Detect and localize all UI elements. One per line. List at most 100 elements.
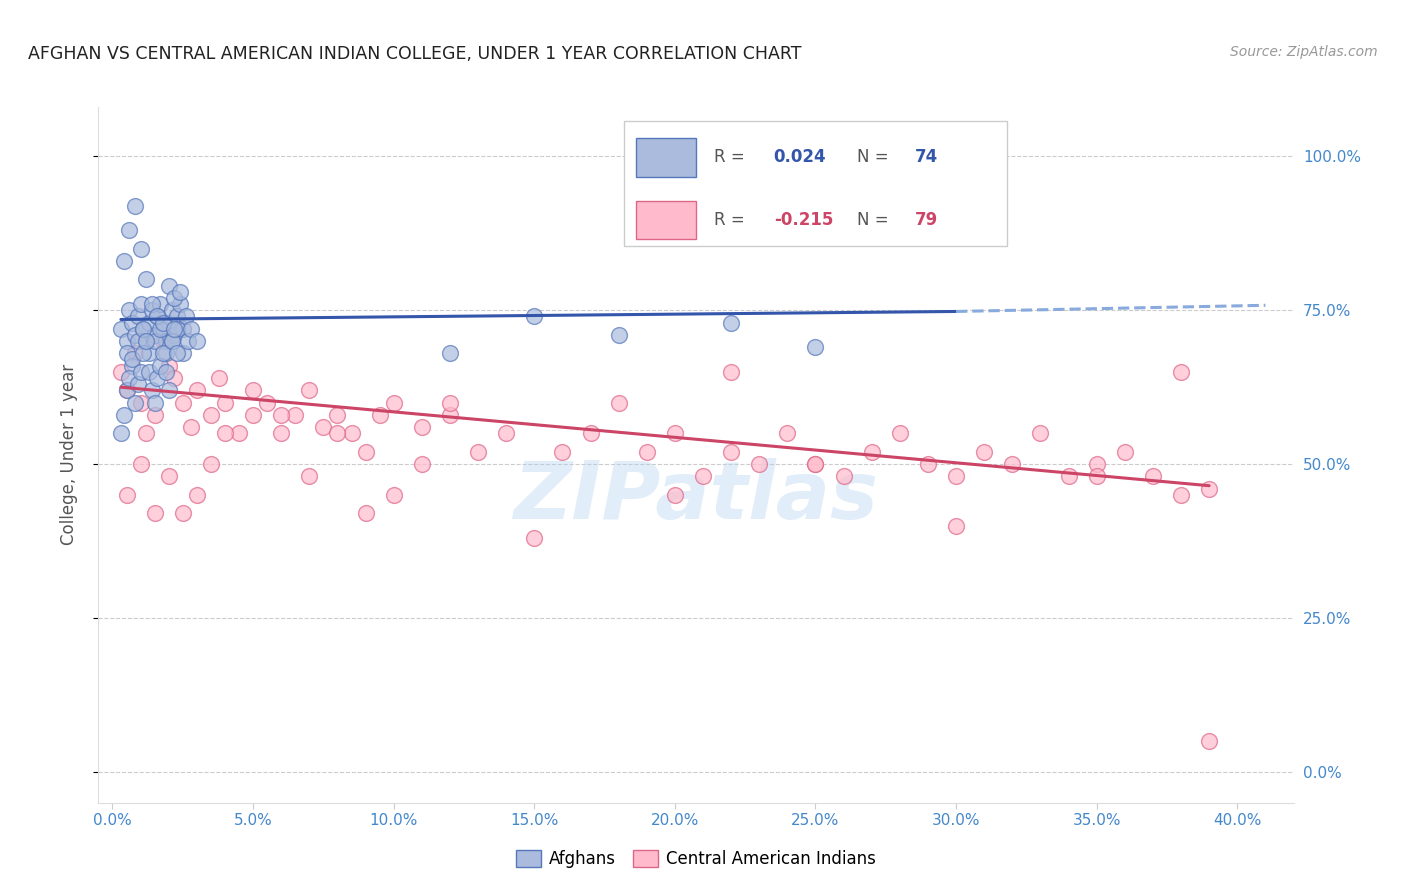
Point — [127, 377, 149, 392]
Point — [523, 531, 546, 545]
Point — [256, 395, 278, 409]
Point — [1114, 445, 1136, 459]
Point — [110, 365, 132, 379]
Point — [160, 334, 183, 348]
Point — [152, 316, 174, 330]
Text: 74: 74 — [915, 148, 938, 166]
Point — [1057, 469, 1080, 483]
Point — [129, 395, 152, 409]
Point — [124, 395, 146, 409]
Point — [138, 316, 160, 330]
Point — [129, 297, 152, 311]
Point — [186, 488, 208, 502]
Point — [118, 371, 141, 385]
Point — [127, 310, 149, 324]
Point — [804, 340, 827, 354]
Point — [832, 469, 855, 483]
Point — [382, 488, 405, 502]
Point — [152, 334, 174, 348]
Text: 79: 79 — [915, 211, 938, 229]
Point — [804, 457, 827, 471]
Point — [157, 316, 180, 330]
Point — [340, 426, 363, 441]
Point — [132, 321, 155, 335]
Text: AFGHAN VS CENTRAL AMERICAN INDIAN COLLEGE, UNDER 1 YEAR CORRELATION CHART: AFGHAN VS CENTRAL AMERICAN INDIAN COLLEG… — [28, 45, 801, 62]
Point — [143, 395, 166, 409]
Point — [118, 303, 141, 318]
Point — [298, 384, 321, 398]
Text: 0.024: 0.024 — [773, 148, 827, 166]
Point — [169, 297, 191, 311]
Point — [664, 488, 686, 502]
Point — [166, 346, 188, 360]
Point — [112, 254, 135, 268]
Point — [115, 346, 138, 360]
Point — [495, 426, 517, 441]
Point — [157, 278, 180, 293]
Point — [132, 321, 155, 335]
Point — [127, 334, 149, 348]
Point — [135, 272, 157, 286]
FancyBboxPatch shape — [624, 121, 1007, 246]
Point — [411, 457, 433, 471]
Point — [141, 384, 163, 398]
Point — [1085, 457, 1108, 471]
Point — [382, 395, 405, 409]
Point — [157, 384, 180, 398]
Point — [180, 420, 202, 434]
Point — [607, 395, 630, 409]
Point — [132, 346, 155, 360]
Point — [270, 426, 292, 441]
Point — [551, 445, 574, 459]
Point — [1170, 488, 1192, 502]
Point — [172, 395, 194, 409]
Point — [124, 198, 146, 212]
Point — [326, 408, 349, 422]
Point — [143, 507, 166, 521]
Point — [368, 408, 391, 422]
Point — [1029, 426, 1052, 441]
Point — [1001, 457, 1024, 471]
Point — [354, 445, 377, 459]
Point — [149, 321, 172, 335]
Point — [1170, 365, 1192, 379]
Point — [160, 334, 183, 348]
Point — [200, 457, 222, 471]
Point — [110, 426, 132, 441]
Point — [121, 359, 143, 373]
Point — [149, 297, 172, 311]
Text: N =: N = — [858, 211, 894, 229]
Point — [110, 321, 132, 335]
Point — [177, 334, 200, 348]
Point — [141, 297, 163, 311]
Point — [163, 327, 186, 342]
Point — [146, 310, 169, 324]
Point — [439, 408, 461, 422]
Text: ZIPatlas: ZIPatlas — [513, 458, 879, 536]
Point — [172, 346, 194, 360]
Point — [1142, 469, 1164, 483]
Point — [298, 469, 321, 483]
Point — [129, 365, 152, 379]
Point — [146, 310, 169, 324]
Point — [186, 334, 208, 348]
Point — [748, 457, 770, 471]
FancyBboxPatch shape — [637, 138, 696, 177]
Point — [917, 457, 939, 471]
Point — [115, 488, 138, 502]
Text: R =: R = — [714, 211, 749, 229]
Point — [138, 365, 160, 379]
Legend: Afghans, Central American Indians: Afghans, Central American Indians — [509, 843, 883, 874]
Point — [118, 223, 141, 237]
Point — [804, 457, 827, 471]
Point — [152, 346, 174, 360]
Point — [143, 408, 166, 422]
Point — [523, 310, 546, 324]
Text: -0.215: -0.215 — [773, 211, 832, 229]
Point — [354, 507, 377, 521]
Text: N =: N = — [858, 148, 894, 166]
Point — [129, 242, 152, 256]
Point — [112, 408, 135, 422]
Point — [143, 334, 166, 348]
Text: R =: R = — [714, 148, 749, 166]
